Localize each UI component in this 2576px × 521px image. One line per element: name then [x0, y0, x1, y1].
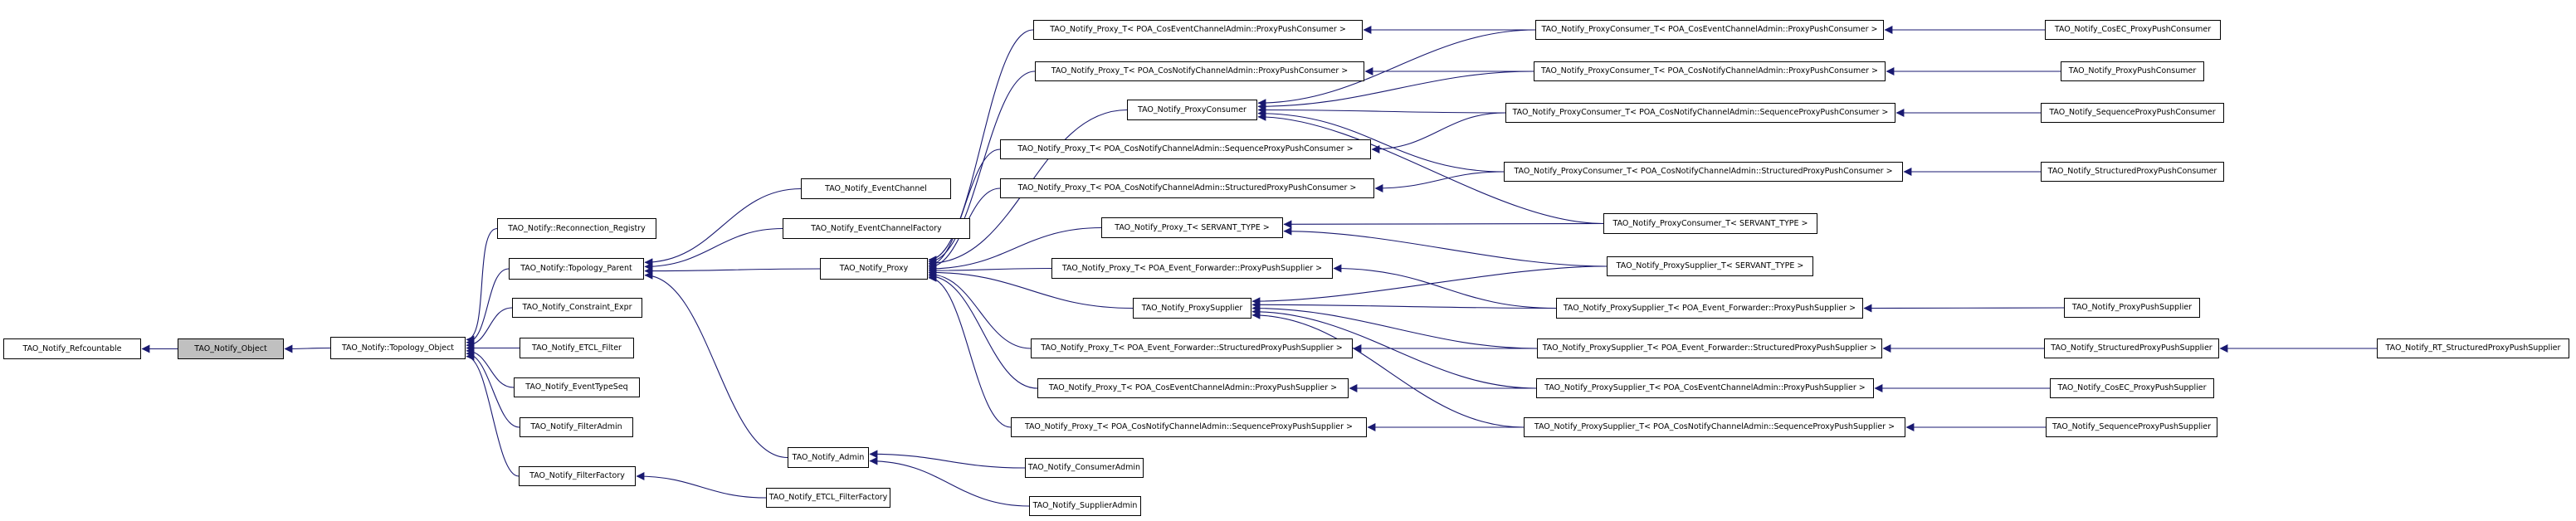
- class-node-filter-factory[interactable]: TAO_Notify_FilterFactory: [519, 466, 636, 486]
- class-node-proxy-t-servant[interactable]: TAO_Notify_Proxy_T< SERVANT_TYPE >: [1101, 217, 1283, 238]
- class-node-refcountable[interactable]: TAO_Notify_Refcountable: [3, 338, 141, 359]
- class-node-filter-admin[interactable]: TAO_Notify_FilterAdmin: [520, 417, 633, 437]
- class-node-proxy-t-ef-spps[interactable]: TAO_Notify_Proxy_T< POA_Event_Forwarder:…: [1031, 338, 1353, 358]
- class-node-rt-struct-pps[interactable]: TAO_Notify_RT_StructuredProxyPushSupplie…: [2377, 338, 2569, 358]
- class-node-event-channel-factory[interactable]: TAO_Notify_EventChannelFactory: [783, 218, 970, 239]
- inheritance-edge: [1863, 304, 2065, 313]
- class-node-consumer-admin[interactable]: TAO_Notify_ConsumerAdmin: [1025, 458, 1144, 478]
- inheritance-edge: [1257, 105, 1506, 114]
- inheritance-edge: [644, 266, 821, 275]
- class-node-pct-struct-ppc[interactable]: TAO_Notify_ProxyConsumer_T< POA_CosNotif…: [1504, 162, 1903, 182]
- class-node-event-channel[interactable]: TAO_Notify_EventChannel: [801, 178, 951, 199]
- inheritance-edge: [1371, 112, 1506, 153]
- inheritance-edge: [1251, 310, 1525, 428]
- inheritance-edge: [928, 266, 1052, 275]
- class-node-pst-ef-pps[interactable]: TAO_Notify_ProxySupplier_T< POA_Event_Fo…: [1556, 298, 1863, 319]
- class-node-seq-pps[interactable]: TAO_Notify_SequenceProxyPushSupplier: [2046, 417, 2217, 437]
- class-node-struct-pps[interactable]: TAO_Notify_StructuredProxyPushSupplier: [2044, 338, 2219, 358]
- class-node-etcl-filter[interactable]: TAO_Notify_ETCL_Filter: [520, 338, 634, 358]
- class-node-pct-servant[interactable]: TAO_Notify_ProxyConsumer_T< SERVANT_TYPE…: [1603, 213, 1817, 234]
- class-node-pct-cosec-ppc[interactable]: TAO_Notify_ProxyConsumer_T< POA_CosEvent…: [1535, 20, 1884, 40]
- class-node-pct-seq-ppc[interactable]: TAO_Notify_ProxyConsumer_T< POA_CosNotif…: [1505, 103, 1895, 123]
- class-node-pst-cosec-pps[interactable]: TAO_Notify_ProxySupplier_T< POA_CosEvent…: [1536, 378, 1874, 398]
- inheritance-edge: [466, 346, 515, 388]
- inheritance-edge: [928, 273, 1012, 428]
- inheritance-edge: [466, 352, 520, 477]
- inheritance-edge: [928, 271, 1038, 389]
- inheritance-edge: [1251, 300, 1557, 309]
- class-node-pst-ef-spps[interactable]: TAO_Notify_ProxySupplier_T< POA_Event_Fo…: [1537, 338, 1882, 358]
- class-node-pps[interactable]: TAO_Notify_ProxyPushSupplier: [2064, 298, 2200, 318]
- class-node-pst-servant[interactable]: TAO_Notify_ProxySupplier_T< SERVANT_TYPE…: [1607, 256, 1813, 276]
- class-node-proxy-t-struct-ppc[interactable]: TAO_Notify_Proxy_T< POA_CosNotifyChannel…: [1000, 178, 1374, 198]
- class-node-constraint-expr[interactable]: TAO_Notify_Constraint_Expr: [512, 298, 642, 318]
- class-node-proxy-t-cosec-pps[interactable]: TAO_Notify_Proxy_T< POA_CosEventChannelA…: [1037, 378, 1349, 398]
- class-node-cosec-ppc[interactable]: TAO_Notify_CosEC_ProxyPushConsumer: [2045, 20, 2221, 40]
- class-node-reconnection-registry[interactable]: TAO_Notify::Reconnection_Registry: [497, 218, 656, 239]
- class-node-seq-ppc[interactable]: TAO_Notify_SequenceProxyPushConsumer: [2041, 103, 2224, 123]
- inheritance-edge: [466, 349, 520, 428]
- inheritance-edge: [1333, 264, 1557, 309]
- class-node-object[interactable]: TAO_Notify_Object: [178, 338, 284, 359]
- class-node-proxy-t-cosnc-ppc[interactable]: TAO_Notify_Proxy_T< POA_CosNotifyChannel…: [1035, 61, 1364, 81]
- class-node-ppc[interactable]: TAO_Notify_ProxyPushConsumer: [2061, 61, 2204, 81]
- inheritance-edge: [466, 268, 510, 347]
- inheritance-edge: [869, 450, 1026, 469]
- inheritance-edge: [644, 227, 783, 271]
- class-node-struct-ppc[interactable]: TAO_Notify_StructuredProxyPushConsumer: [2041, 162, 2224, 182]
- inheritance-edge: [928, 270, 1032, 349]
- class-node-pct-cosnc-ppc[interactable]: TAO_Notify_ProxyConsumer_T< POA_CosNotif…: [1534, 61, 1886, 81]
- inheritance-edge: [644, 270, 788, 459]
- class-node-proxy-consumer[interactable]: TAO_Notify_ProxyConsumer: [1127, 100, 1257, 120]
- inheritance-edge: [636, 472, 767, 499]
- class-node-admin[interactable]: TAO_Notify_Admin: [788, 447, 869, 468]
- inheritance-edge: [466, 227, 498, 344]
- inheritance-edge: [1283, 220, 1604, 229]
- class-node-topology-parent[interactable]: TAO_Notify::Topology_Parent: [509, 258, 644, 280]
- class-node-proxy-t-seq-ppc[interactable]: TAO_Notify_Proxy_T< POA_CosNotifyChannel…: [1000, 139, 1371, 159]
- class-node-proxy-t-ef-pps[interactable]: TAO_Notify_Proxy_T< POA_Event_Forwarder:…: [1051, 258, 1333, 279]
- inheritance-edge: [1374, 171, 1505, 192]
- class-node-supplier-admin[interactable]: TAO_Notify_SupplierAdmin: [1029, 496, 1141, 516]
- inheritance-edge: [644, 187, 802, 267]
- class-node-proxy-t-seq-pps[interactable]: TAO_Notify_Proxy_T< POA_CosNotifyChannel…: [1011, 417, 1367, 437]
- class-node-pst-seq-pps[interactable]: TAO_Notify_ProxySupplier_T< POA_CosNotif…: [1524, 417, 1905, 437]
- class-node-etcl-filter-factory[interactable]: TAO_Notify_ETCL_FilterFactory: [766, 488, 890, 508]
- class-node-event-type-seq[interactable]: TAO_Notify_EventTypeSeq: [514, 377, 640, 397]
- inheritance-edge: [928, 149, 1001, 270]
- class-node-proxy-t-cosec-ppc[interactable]: TAO_Notify_Proxy_T< POA_CosEventChannelA…: [1033, 20, 1363, 40]
- inheritance-edge: [466, 307, 513, 350]
- class-node-proxy-supplier[interactable]: TAO_Notify_ProxySupplier: [1133, 298, 1251, 319]
- class-node-cosec-pps[interactable]: TAO_Notify_CosEC_ProxyPushSupplier: [2050, 378, 2214, 398]
- class-node-proxy[interactable]: TAO_Notify_Proxy: [820, 258, 928, 280]
- inheritance-edge: [869, 456, 1030, 507]
- inheritance-edge: [284, 344, 331, 353]
- class-node-topology-object[interactable]: TAO_Notify::Topology_Object: [330, 337, 466, 359]
